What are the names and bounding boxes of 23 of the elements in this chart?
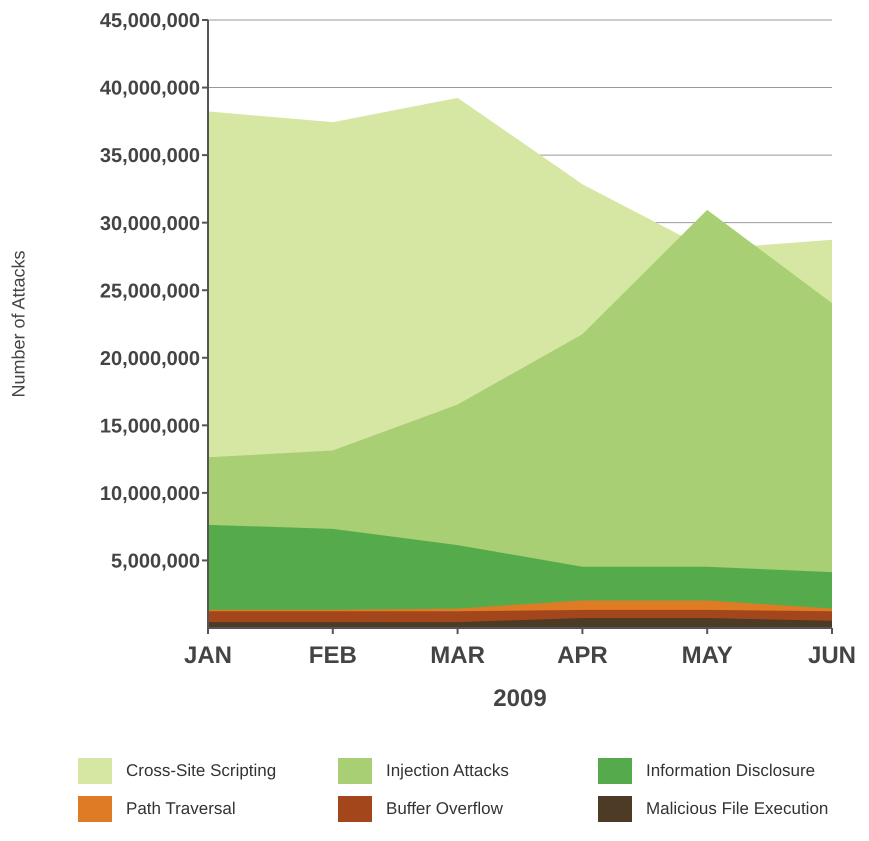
- x-axis-title: 2009: [493, 685, 547, 712]
- y-tick-label: 25,000,000: [100, 280, 200, 302]
- y-axis-title: Number of Attacks: [8, 250, 28, 398]
- legend-label: Path Traversal: [126, 799, 236, 819]
- y-tick-label: 15,000,000: [100, 415, 200, 438]
- y-tick-label: 10,000,000: [100, 482, 200, 505]
- y-tick-label: 5,000,000: [111, 550, 200, 573]
- x-tick-label: JUN: [808, 642, 856, 670]
- y-tick-label: 35,000,000: [100, 145, 200, 168]
- legend-label: Malicious File Execution: [646, 799, 828, 819]
- x-tick-label: APR: [557, 642, 608, 670]
- legend-label: Injection Attacks: [386, 761, 509, 781]
- x-tick-label: MAY: [682, 642, 733, 670]
- x-tick-label: JAN: [184, 642, 232, 670]
- x-tick-label: FEB: [308, 642, 357, 670]
- legend-label: Buffer Overflow: [386, 799, 503, 819]
- y-tick-label: 45,000,000: [100, 10, 200, 32]
- y-tick-label: 20,000,000: [100, 348, 200, 370]
- legend-label: Cross-Site Scripting: [126, 761, 276, 781]
- x-tick-label: MAR: [430, 642, 485, 670]
- legend-label: Information Disclosure: [646, 761, 816, 781]
- y-tick-label: 40,000,000: [100, 78, 200, 100]
- y-tick-label: 30,000,000: [100, 212, 200, 235]
